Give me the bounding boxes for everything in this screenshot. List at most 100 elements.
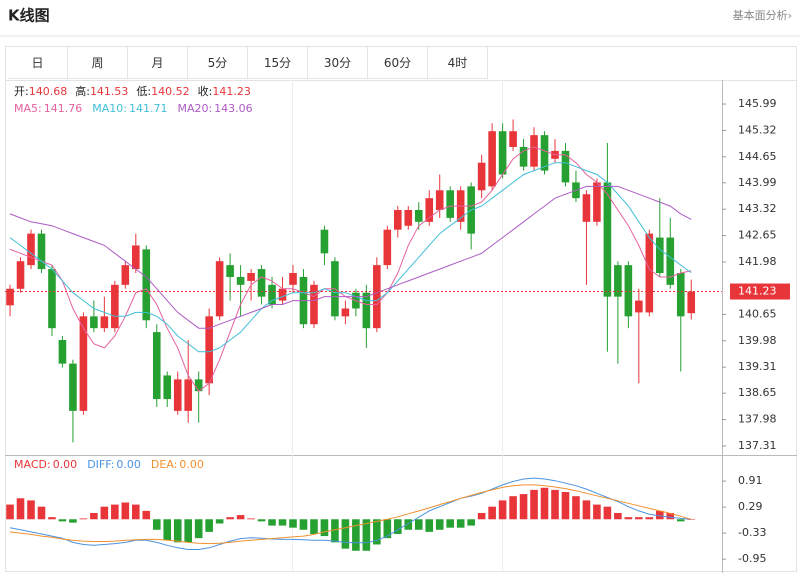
macd-bar — [257, 519, 266, 522]
y-tick-label: 140.65 — [738, 307, 777, 320]
tab[interactable]: 60分 — [368, 47, 428, 79]
y-tick-label: -0.95 — [738, 552, 766, 565]
macd-bar — [624, 517, 633, 520]
tab[interactable]: 周 — [68, 47, 128, 79]
candle-body — [488, 131, 496, 187]
macd-bar — [184, 519, 192, 543]
macd-bar — [194, 519, 203, 539]
candle-body — [635, 300, 643, 313]
macd-bar — [352, 519, 360, 551]
y-tick-label: 0.29 — [738, 500, 763, 513]
candle-body — [373, 265, 381, 329]
candle-body — [530, 135, 538, 167]
macd-bar — [676, 519, 685, 522]
macd-bar — [58, 519, 67, 522]
macd-bar — [394, 519, 402, 534]
ma-line — [9, 185, 692, 329]
candle-body — [603, 182, 612, 297]
candle-body — [341, 308, 350, 317]
candle-body — [362, 292, 371, 329]
macd-bar — [132, 504, 140, 520]
macd-bar — [320, 519, 329, 537]
y-tick-label: 143.32 — [738, 202, 777, 215]
macd-bar — [310, 519, 318, 534]
candle-body — [624, 265, 633, 317]
candle-body — [205, 316, 213, 384]
macd-bar — [530, 489, 538, 520]
macd-bar — [425, 519, 434, 532]
legend-text: 0.00 — [53, 458, 78, 471]
y-tick-label: 143.99 — [738, 176, 777, 189]
candle-body — [614, 265, 622, 297]
tab[interactable]: 4时 — [428, 47, 488, 79]
candle-body — [278, 288, 287, 301]
candle-body — [163, 375, 172, 400]
legend-text: 0.00 — [179, 458, 204, 471]
macd-bar — [551, 489, 559, 520]
tab[interactable]: 15分 — [248, 47, 308, 79]
candle-body — [48, 269, 56, 329]
tab[interactable]: 5分 — [188, 47, 248, 79]
macd-bar — [142, 510, 151, 520]
macd-bar — [48, 517, 56, 520]
candle-body — [425, 198, 434, 222]
macd-bar — [173, 519, 182, 543]
candle-body — [16, 261, 25, 289]
candle-body — [656, 237, 664, 274]
tab[interactable]: 30分 — [308, 47, 368, 79]
macd-bar — [582, 500, 591, 520]
candle-body — [215, 261, 224, 317]
legend-text: 141.76 — [44, 102, 83, 115]
ma-line — [9, 146, 692, 392]
legend-text: DEA: — [151, 458, 177, 471]
y-tick-label: 142.65 — [738, 229, 777, 242]
candle-body — [687, 291, 696, 314]
candle-body — [666, 237, 675, 285]
macd-bar — [467, 519, 475, 526]
legend-text: 0.00 — [116, 458, 141, 471]
y-tick-label: 137.98 — [738, 413, 777, 426]
candle-body — [257, 269, 266, 297]
macd-bar — [456, 519, 465, 528]
candle-body — [79, 316, 88, 411]
macd-bar — [635, 517, 643, 520]
candle-body — [540, 135, 549, 171]
y-tick-label: 139.31 — [738, 360, 777, 373]
macd-bar — [373, 519, 381, 545]
candle-body — [6, 288, 14, 306]
macd-bar — [111, 504, 119, 520]
macd-bar — [593, 504, 601, 520]
macd-bar — [687, 519, 696, 520]
candle-body — [194, 379, 203, 392]
legend-text: 140.68 — [29, 85, 68, 98]
legend-text: 开: — [14, 85, 29, 98]
macd-bar — [404, 519, 413, 530]
candle-body — [645, 233, 654, 313]
macd-bar — [666, 512, 675, 520]
candle-body — [184, 379, 192, 411]
link[interactable]: 基本面分析› — [733, 8, 792, 22]
macd-bar — [498, 500, 507, 520]
macd-bar — [163, 519, 172, 541]
macd-bar — [477, 512, 486, 520]
legend-text: MA5: — [14, 102, 42, 115]
candle-body — [37, 233, 46, 270]
tab[interactable]: 日 — [8, 47, 68, 79]
macd-bar — [488, 506, 496, 520]
candle-body — [121, 265, 130, 285]
frame — [5, 46, 797, 572]
legend-text: MACD: — [14, 458, 51, 471]
candle-body — [404, 209, 413, 226]
tab[interactable]: 月 — [128, 47, 188, 79]
macd-bar — [205, 519, 213, 532]
macd-bar — [299, 519, 308, 530]
y-tick-label: 138.65 — [738, 386, 777, 399]
ma-line — [9, 162, 692, 353]
candle-body — [152, 332, 161, 400]
macd-bar — [268, 519, 276, 526]
macd-bar — [509, 496, 517, 520]
y-tick-label: 141.98 — [738, 255, 777, 268]
y-tick-label: 139.98 — [738, 334, 777, 347]
candle-body — [100, 316, 109, 329]
